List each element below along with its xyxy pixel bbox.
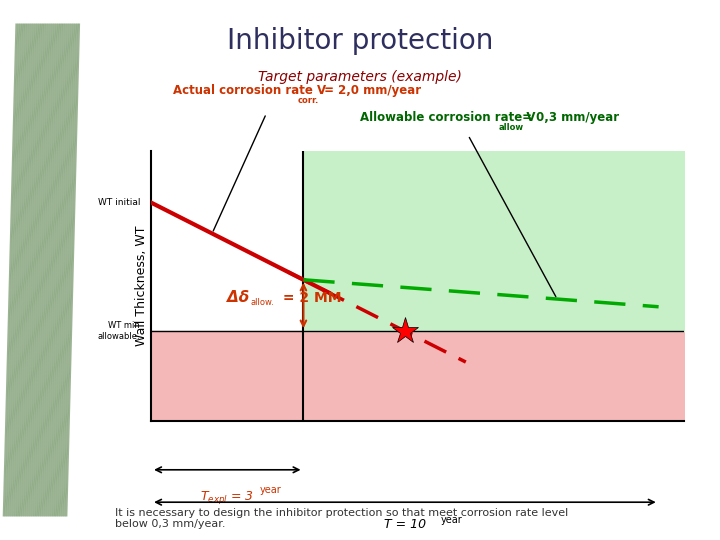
Y-axis label: Wall Thickness, WT: Wall Thickness, WT [135, 226, 148, 347]
Text: $T_{expl}$ = 3: $T_{expl}$ = 3 [200, 489, 254, 505]
Text: T = 10: T = 10 [384, 518, 426, 531]
Text: year: year [260, 485, 282, 495]
Text: = 2 ММ: = 2 ММ [278, 292, 341, 306]
Text: = 0,3 mm/year: = 0,3 mm/year [518, 111, 619, 124]
Text: allow: allow [498, 123, 523, 132]
Text: WT initial: WT initial [98, 198, 140, 207]
Text: = 2,0 mm/year: = 2,0 mm/year [320, 84, 421, 97]
Text: corr.: corr. [297, 96, 319, 105]
Text: Δδ: Δδ [228, 291, 250, 306]
Text: Actual corrosion rate V: Actual corrosion rate V [173, 84, 326, 97]
Text: Allowable corrosion rate V: Allowable corrosion rate V [360, 111, 536, 124]
Text: year: year [441, 515, 463, 525]
Text: WT min
allowable.: WT min allowable. [97, 321, 140, 341]
Text: Inhibitor protection: Inhibitor protection [227, 27, 493, 55]
Text: allow.: allow. [250, 298, 274, 307]
Text: Target parameters (example): Target parameters (example) [258, 70, 462, 84]
Text: It is necessary to design the inhibitor protection so that meet corrosion rate l: It is necessary to design the inhibitor … [115, 508, 569, 529]
